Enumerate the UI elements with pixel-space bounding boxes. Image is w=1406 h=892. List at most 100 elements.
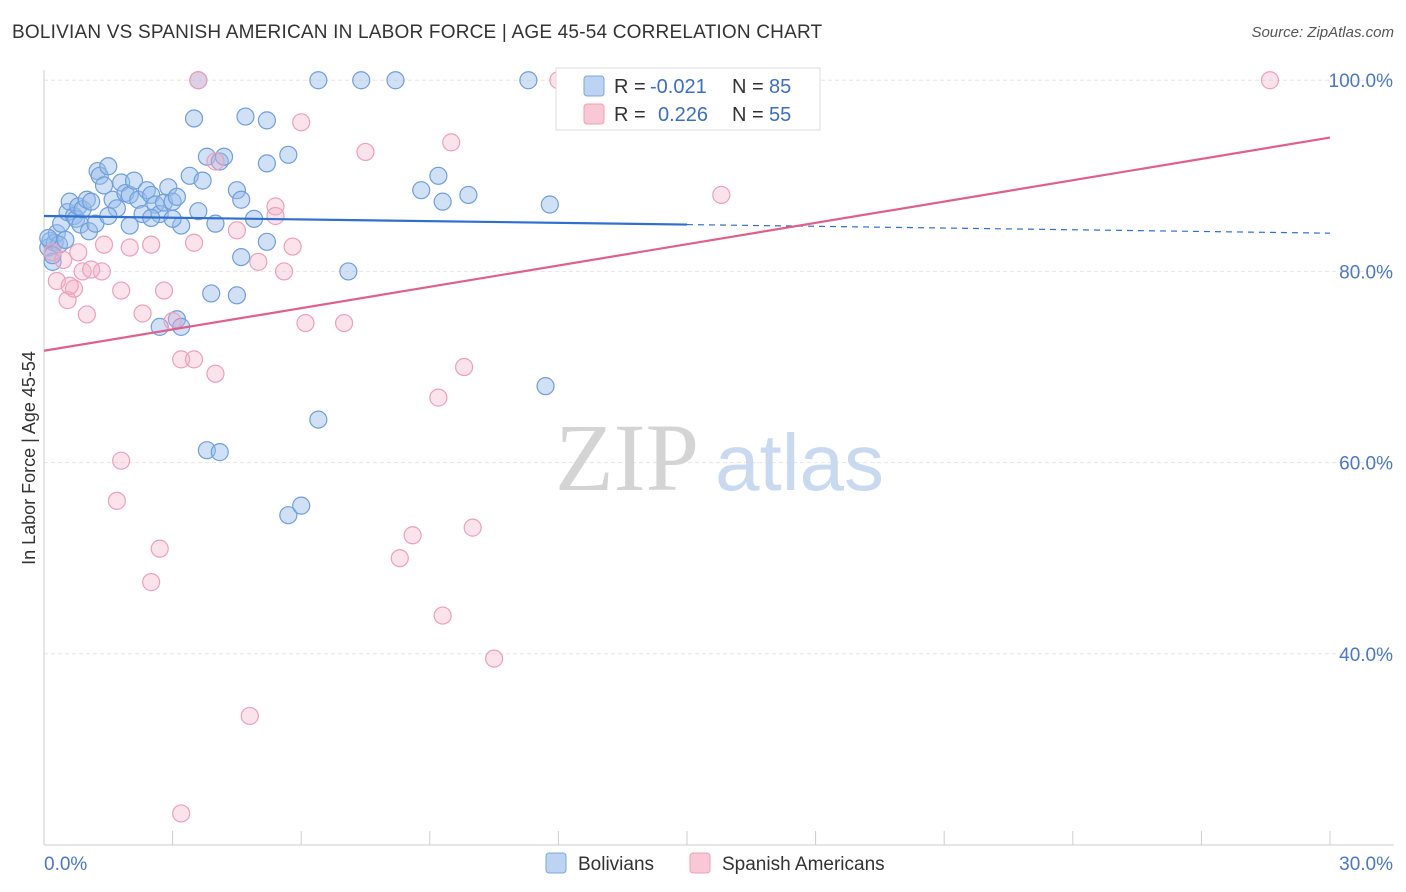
spanish-american-point-10 bbox=[112, 281, 131, 300]
bolivian-point-41 bbox=[189, 202, 208, 221]
bottom-legend-swatch-spanish-americans bbox=[689, 852, 711, 874]
legend-n-value-1: 85 bbox=[769, 76, 791, 98]
y-tick-label-3: 40.0% bbox=[1339, 645, 1393, 666]
spanish-american-point-22 bbox=[266, 197, 285, 216]
bottom-legend-swatch-bolivians bbox=[545, 852, 567, 874]
spanish-american-point-15 bbox=[163, 312, 182, 331]
bolivian-point-48 bbox=[184, 109, 204, 128]
bolivian-point-47 bbox=[232, 190, 251, 209]
bolivian-point-21 bbox=[94, 176, 114, 195]
bolivian-point-78 bbox=[309, 410, 328, 429]
bolivian-point-81 bbox=[279, 506, 298, 525]
spanish-american-point-26 bbox=[334, 313, 354, 333]
bottom-legend: Bolivians Spanish Americans bbox=[545, 852, 885, 875]
bolivian-point-46 bbox=[227, 181, 246, 200]
y-tick-label-0: 100.0% bbox=[1329, 71, 1394, 92]
trend-line-bolivians-dashed bbox=[686, 223, 1331, 234]
watermark: ZIP atlas bbox=[555, 404, 884, 511]
bolivian-point-67 bbox=[120, 216, 139, 235]
bolivian-point-22 bbox=[99, 157, 118, 176]
x-ticks bbox=[43, 831, 1331, 845]
legend-n-label-1: N = bbox=[732, 76, 764, 98]
spanish-american-point-21 bbox=[249, 252, 268, 271]
bolivian-point-57 bbox=[519, 71, 538, 90]
legend-r-value-2: 0.226 bbox=[658, 104, 708, 126]
legend-swatch-spanish-americans bbox=[583, 103, 605, 125]
y-axis-title: In Labor Force | Age 45-54 bbox=[19, 351, 39, 565]
spanish-american-point-27 bbox=[356, 142, 375, 162]
bolivian-point-80 bbox=[210, 443, 229, 462]
spanish-american-point-44 bbox=[390, 549, 409, 568]
spanish-american-point-14 bbox=[154, 281, 174, 300]
spanish-american-point-40 bbox=[112, 451, 131, 470]
bolivian-point-27 bbox=[120, 185, 139, 205]
watermark-atlas: atlas bbox=[715, 418, 884, 507]
legend-r-label-1: R = bbox=[614, 76, 646, 98]
bottom-legend-label-bolivians: Bolivians bbox=[578, 854, 654, 875]
y-tick-label-2: 60.0% bbox=[1339, 454, 1393, 475]
spanish-american-point-5 bbox=[69, 243, 88, 262]
bolivian-point-54 bbox=[309, 71, 328, 90]
spanish-american-point-28 bbox=[429, 388, 448, 407]
bolivian-point-17 bbox=[82, 192, 101, 211]
legend-r-label-2: R = bbox=[614, 104, 646, 126]
bolivian-point-69 bbox=[257, 232, 277, 251]
spanish-american-point-30 bbox=[454, 357, 474, 377]
spanish-american-point-53 bbox=[60, 276, 79, 295]
y-tick-label-1: 80.0% bbox=[1339, 262, 1393, 283]
spanish-american-point-17 bbox=[184, 233, 204, 252]
trend-line-spanish-americans bbox=[43, 136, 1331, 352]
spanish-american-point-54 bbox=[82, 260, 101, 279]
x-tick-labels: 0.0% 30.0% bbox=[44, 854, 1393, 875]
bolivian-point-58 bbox=[412, 181, 431, 200]
spanish-american-point-13 bbox=[142, 235, 161, 254]
bolivian-point-82 bbox=[292, 496, 311, 515]
bolivian-point-61 bbox=[459, 185, 478, 205]
spanish-american-point-46 bbox=[433, 606, 452, 625]
bolivian-point-60 bbox=[433, 192, 452, 211]
legend-n-value-2: 55 bbox=[769, 104, 791, 126]
bolivian-point-55 bbox=[352, 71, 371, 90]
bolivian-point-51 bbox=[257, 154, 277, 173]
bolivian-point-62 bbox=[540, 195, 559, 214]
spanish-american-point-12 bbox=[133, 304, 152, 323]
spanish-american-point-42 bbox=[150, 539, 169, 558]
bottom-legend-label-spanish-americans: Spanish Americans bbox=[722, 854, 885, 875]
bolivian-point-49 bbox=[236, 107, 255, 126]
spanish-american-point-11 bbox=[120, 238, 139, 257]
bolivian-point-71 bbox=[339, 262, 358, 281]
spanish-american-point-43 bbox=[142, 573, 161, 592]
spanish-american-point-45 bbox=[403, 526, 422, 545]
bolivian-point-52 bbox=[279, 145, 298, 164]
chart-title: BOLIVIAN VS SPANISH AMERICAN IN LABOR FO… bbox=[12, 22, 823, 43]
x-tick-label-1: 30.0% bbox=[1339, 854, 1393, 875]
bolivian-point-56 bbox=[386, 71, 405, 90]
bolivian-point-38 bbox=[167, 187, 186, 206]
spanish-american-point-47 bbox=[463, 518, 482, 537]
series-bolivians bbox=[39, 71, 559, 525]
bolivian-point-77 bbox=[536, 377, 555, 396]
bolivian-point-70 bbox=[232, 247, 251, 267]
spanish-american-point-2 bbox=[54, 250, 73, 270]
bolivian-point-45 bbox=[214, 147, 234, 166]
spanish-american-point-25 bbox=[296, 313, 315, 333]
x-tick-label-0: 0.0% bbox=[44, 854, 87, 875]
legend-n-label-2: N = bbox=[732, 104, 764, 126]
bolivian-point-42 bbox=[193, 171, 212, 190]
spanish-american-point-18 bbox=[184, 350, 204, 369]
spanish-american-point-29 bbox=[442, 133, 461, 152]
series-spanish-americans bbox=[43, 71, 1280, 823]
trend-lines bbox=[43, 136, 1331, 352]
y-tick-labels: 100.0% 80.0% 60.0% 40.0% bbox=[1329, 71, 1394, 666]
spanish-american-point-3 bbox=[58, 291, 77, 310]
spanish-american-point-38 bbox=[266, 206, 285, 226]
spanish-american-point-48 bbox=[485, 649, 504, 668]
bolivian-point-50 bbox=[257, 111, 277, 130]
bolivian-point-59 bbox=[429, 166, 448, 185]
legend-swatch-bolivians bbox=[583, 75, 605, 97]
spanish-american-point-23 bbox=[274, 262, 294, 281]
watermark-zip: ZIP bbox=[555, 404, 699, 511]
bolivian-point-72 bbox=[202, 284, 221, 303]
spanish-american-point-51 bbox=[189, 71, 208, 90]
